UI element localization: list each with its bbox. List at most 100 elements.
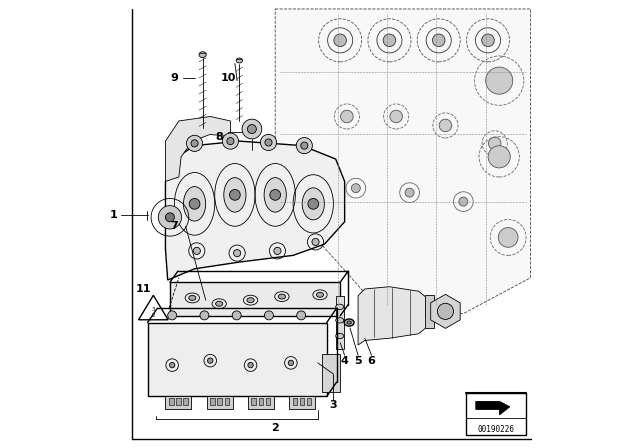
Circle shape bbox=[499, 228, 518, 247]
Circle shape bbox=[274, 247, 281, 254]
Circle shape bbox=[405, 188, 414, 197]
Circle shape bbox=[437, 303, 454, 319]
Ellipse shape bbox=[336, 318, 344, 323]
Circle shape bbox=[488, 137, 501, 150]
Polygon shape bbox=[275, 9, 531, 314]
Text: 1: 1 bbox=[110, 210, 118, 220]
Ellipse shape bbox=[347, 321, 351, 324]
Bar bbox=[170, 282, 340, 316]
Bar bbox=[300, 398, 305, 405]
Circle shape bbox=[200, 311, 209, 320]
Circle shape bbox=[158, 206, 182, 229]
Text: 10: 10 bbox=[220, 73, 236, 83]
Text: 4: 4 bbox=[340, 356, 349, 366]
Bar bbox=[225, 398, 229, 405]
Ellipse shape bbox=[316, 293, 324, 297]
Text: 9: 9 bbox=[170, 73, 179, 83]
Circle shape bbox=[351, 184, 360, 193]
Ellipse shape bbox=[336, 333, 344, 339]
Ellipse shape bbox=[216, 301, 223, 306]
Circle shape bbox=[459, 197, 468, 206]
Circle shape bbox=[482, 34, 494, 47]
Circle shape bbox=[433, 34, 445, 47]
Circle shape bbox=[170, 362, 175, 368]
Circle shape bbox=[296, 138, 312, 154]
Circle shape bbox=[340, 110, 353, 123]
Polygon shape bbox=[165, 116, 230, 181]
Circle shape bbox=[383, 34, 396, 47]
Text: 7: 7 bbox=[170, 221, 179, 231]
Circle shape bbox=[207, 358, 213, 363]
Circle shape bbox=[260, 134, 276, 151]
Text: 5: 5 bbox=[355, 356, 362, 366]
Ellipse shape bbox=[189, 296, 196, 300]
Bar bbox=[207, 396, 233, 409]
Circle shape bbox=[265, 139, 272, 146]
Polygon shape bbox=[476, 401, 510, 415]
Ellipse shape bbox=[264, 178, 286, 212]
Bar bbox=[259, 398, 263, 405]
Circle shape bbox=[390, 110, 403, 123]
Polygon shape bbox=[358, 287, 430, 345]
Text: 00190226: 00190226 bbox=[477, 425, 515, 434]
Text: 3: 3 bbox=[330, 401, 337, 410]
Bar bbox=[248, 396, 274, 409]
Circle shape bbox=[242, 119, 262, 139]
Circle shape bbox=[191, 140, 198, 147]
Circle shape bbox=[168, 311, 177, 320]
Ellipse shape bbox=[199, 52, 206, 58]
Circle shape bbox=[232, 311, 241, 320]
Circle shape bbox=[248, 125, 257, 134]
Bar bbox=[466, 393, 526, 435]
Circle shape bbox=[297, 311, 306, 320]
Bar bbox=[336, 296, 344, 349]
Bar bbox=[176, 398, 180, 405]
Text: 2: 2 bbox=[271, 423, 279, 433]
Bar bbox=[289, 396, 315, 409]
Bar bbox=[252, 398, 256, 405]
Text: 11: 11 bbox=[135, 284, 151, 294]
Polygon shape bbox=[165, 141, 345, 280]
Bar bbox=[165, 396, 191, 409]
Circle shape bbox=[166, 213, 174, 222]
Circle shape bbox=[488, 146, 510, 168]
Circle shape bbox=[189, 198, 200, 209]
Circle shape bbox=[439, 119, 452, 132]
Circle shape bbox=[334, 34, 346, 47]
Bar bbox=[307, 398, 312, 405]
Bar bbox=[148, 323, 327, 396]
Text: 3
2: 3 2 bbox=[152, 307, 155, 318]
Circle shape bbox=[308, 198, 319, 209]
Ellipse shape bbox=[247, 298, 254, 303]
Text: 6: 6 bbox=[367, 356, 376, 366]
Bar bbox=[169, 398, 173, 405]
Ellipse shape bbox=[184, 186, 205, 221]
Ellipse shape bbox=[302, 188, 324, 220]
Polygon shape bbox=[425, 295, 435, 328]
Circle shape bbox=[270, 190, 280, 200]
Polygon shape bbox=[431, 294, 460, 328]
Circle shape bbox=[227, 138, 234, 145]
Ellipse shape bbox=[344, 319, 354, 326]
Circle shape bbox=[193, 247, 200, 254]
Bar bbox=[323, 354, 340, 392]
Circle shape bbox=[222, 133, 239, 149]
Circle shape bbox=[186, 135, 203, 151]
Ellipse shape bbox=[224, 178, 246, 212]
Circle shape bbox=[248, 362, 253, 368]
Text: 8: 8 bbox=[215, 132, 223, 142]
Circle shape bbox=[288, 360, 294, 366]
Bar bbox=[218, 398, 222, 405]
Bar bbox=[292, 398, 297, 405]
Circle shape bbox=[301, 142, 308, 149]
Bar bbox=[210, 398, 215, 405]
Ellipse shape bbox=[278, 294, 285, 299]
Ellipse shape bbox=[336, 304, 344, 310]
Ellipse shape bbox=[236, 58, 243, 63]
Circle shape bbox=[230, 190, 240, 200]
Bar bbox=[266, 398, 270, 405]
Circle shape bbox=[234, 250, 241, 257]
Bar bbox=[184, 398, 188, 405]
Circle shape bbox=[486, 67, 513, 94]
Circle shape bbox=[312, 238, 319, 246]
